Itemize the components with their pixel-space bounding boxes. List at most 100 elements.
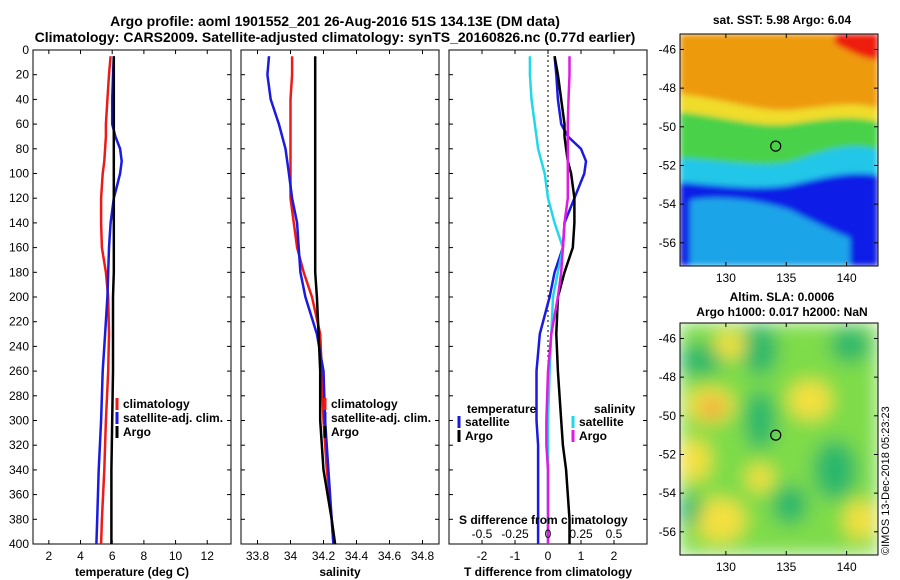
- sla-anomaly-patch: [844, 500, 876, 540]
- x-tick-label: 8: [141, 549, 148, 563]
- x-tick-label: 34.2: [312, 549, 336, 563]
- map-y-tick-label: -48: [659, 370, 677, 384]
- panel-frame: [240, 49, 440, 545]
- y-tick-label: 120: [9, 191, 29, 205]
- legend-label: satellite: [465, 415, 510, 429]
- x-tick-label: -2: [477, 549, 488, 563]
- x-tick-label: -1: [510, 549, 521, 563]
- sla-map-subtitle: Argo h1000: 0.017 h2000: NaN: [696, 305, 868, 319]
- map-y-tick-label: -50: [659, 409, 677, 423]
- sla-anomaly-patch: [742, 324, 778, 376]
- legend-group-title: salinity: [594, 402, 636, 416]
- series-line-temperature-argo: [553, 55, 576, 544]
- y-tick-label: 380: [9, 512, 29, 526]
- sla-map-title: Altim. SLA: 0.0006: [729, 290, 835, 304]
- legend-label: Argo: [579, 429, 607, 443]
- x-tick-label: 34.4: [345, 549, 369, 563]
- legend-label: Argo: [123, 425, 151, 439]
- series-line-argo: [110, 56, 116, 544]
- sst-cyan-tongue: [690, 198, 850, 266]
- sst-map-title: sat. SST: 5.98 Argo: 6.04: [712, 13, 852, 27]
- panel-frame: [32, 49, 232, 545]
- map-x-tick-label: 140: [837, 271, 857, 285]
- sst-hot-band: [680, 34, 878, 111]
- top-tick-label: 0: [545, 527, 552, 541]
- sla-anomaly-patch: [694, 498, 746, 542]
- sst-field: [680, 34, 878, 266]
- y-tick-label: 180: [9, 265, 29, 279]
- float-location-marker: [770, 429, 782, 441]
- legend-label: Argo: [331, 425, 359, 439]
- profile-panel-2: 33.8 34 34.2 34.4 34.6 34.8 salinity climatolog…: [240, 49, 440, 579]
- map-y-tick-label: -46: [659, 331, 677, 345]
- sla-anomaly-patch: [772, 485, 808, 525]
- map-x-tick-label: 140: [837, 560, 857, 574]
- map-y-tick-label: -54: [659, 197, 677, 211]
- legend-label: Argo: [465, 429, 493, 443]
- sla-anomaly-patch: [788, 380, 832, 420]
- legend-label: climatology: [123, 397, 190, 411]
- profile-panel-3: -2 -1 0 1 2 T difference from climatology temp…: [448, 49, 648, 579]
- y-tick-label: 240: [9, 339, 29, 353]
- y-tick-label: 20: [16, 68, 30, 82]
- top-axis-label: S difference from climatology: [459, 513, 628, 527]
- y-tick-label: 80: [16, 142, 30, 156]
- series-line-salinity-argo: [545, 56, 571, 544]
- legend-label: climatology: [331, 397, 398, 411]
- series-line-climatology: [99, 56, 112, 544]
- top-tick-label: 0.25: [569, 527, 593, 541]
- sla-anomaly-patch: [680, 438, 711, 482]
- x-tick-label: 1: [578, 549, 585, 563]
- sla-map: 130 135 140 -46 -48 -50 -52 -54 -56: [659, 322, 879, 574]
- sla-anomaly-patch: [714, 331, 746, 359]
- y-tick-label: 280: [9, 389, 29, 403]
- sla-anomaly-patch: [746, 464, 774, 492]
- x-tick-label: 0: [545, 549, 552, 563]
- legend-group-title: temperature: [467, 402, 537, 416]
- y-tick-label: 60: [16, 117, 30, 131]
- x-tick-label: 10: [169, 549, 183, 563]
- sst-red-patch: [835, 34, 878, 60]
- map-y-tick-label: -46: [659, 42, 677, 56]
- x-tick-label: 6: [109, 549, 116, 563]
- profile-panel-1: 0 20 40 60 80 100 120 140 160 180 200 220 240 260 280 3…: [9, 43, 232, 579]
- map-y-tick-label: -50: [659, 120, 677, 134]
- sla-anomaly-patch: [744, 390, 776, 450]
- sla-anomaly-patch: [700, 399, 724, 417]
- map-y-tick-label: -48: [659, 81, 677, 95]
- x-tick-label: 34: [284, 549, 298, 563]
- series-group: [528, 55, 588, 544]
- x-tick-label: 33.8: [246, 549, 270, 563]
- top-tick-label: -0.25: [501, 527, 529, 541]
- x-tick-label: 4: [77, 549, 84, 563]
- map-x-tick-label: 130: [716, 560, 736, 574]
- legend-label: satellite: [579, 415, 624, 429]
- x-axis-label: temperature (deg C): [75, 565, 189, 579]
- top-tick-label: -0.5: [472, 527, 493, 541]
- sla-anomaly-patch: [813, 440, 857, 500]
- title-line-2: Climatology: CARS2009. Satellite-adjuste…: [34, 29, 636, 45]
- sla-anomaly-patch: [680, 344, 722, 376]
- series-line-argo: [313, 56, 337, 544]
- map-y-tick-label: -56: [659, 236, 677, 250]
- series-group: [95, 56, 123, 544]
- y-tick-label: 200: [9, 290, 29, 304]
- map-y-tick-label: -52: [659, 158, 677, 172]
- map-y-tick-label: -54: [659, 486, 677, 500]
- y-tick-label: 260: [9, 364, 29, 378]
- top-tick-label: 0.5: [606, 527, 623, 541]
- float-location-marker: [770, 140, 782, 152]
- legend-label: satellite-adj. clim.: [331, 411, 431, 425]
- y-tick-label: 300: [9, 414, 29, 428]
- y-tick-label: 340: [9, 463, 29, 477]
- map-frame: [679, 33, 879, 267]
- y-tick-label: 140: [9, 216, 29, 230]
- map-y-tick-label: -56: [659, 525, 677, 539]
- sst-map: 130 135 140 -46 -48 -50 -52 -54 -56: [659, 33, 879, 285]
- x-axis-label: salinity: [319, 565, 361, 579]
- map-x-tick-label: 130: [716, 271, 736, 285]
- x-axis-label: T difference from climatology: [464, 565, 632, 579]
- x-tick-label: 34.8: [411, 549, 435, 563]
- sla-anomaly-patch: [830, 327, 870, 363]
